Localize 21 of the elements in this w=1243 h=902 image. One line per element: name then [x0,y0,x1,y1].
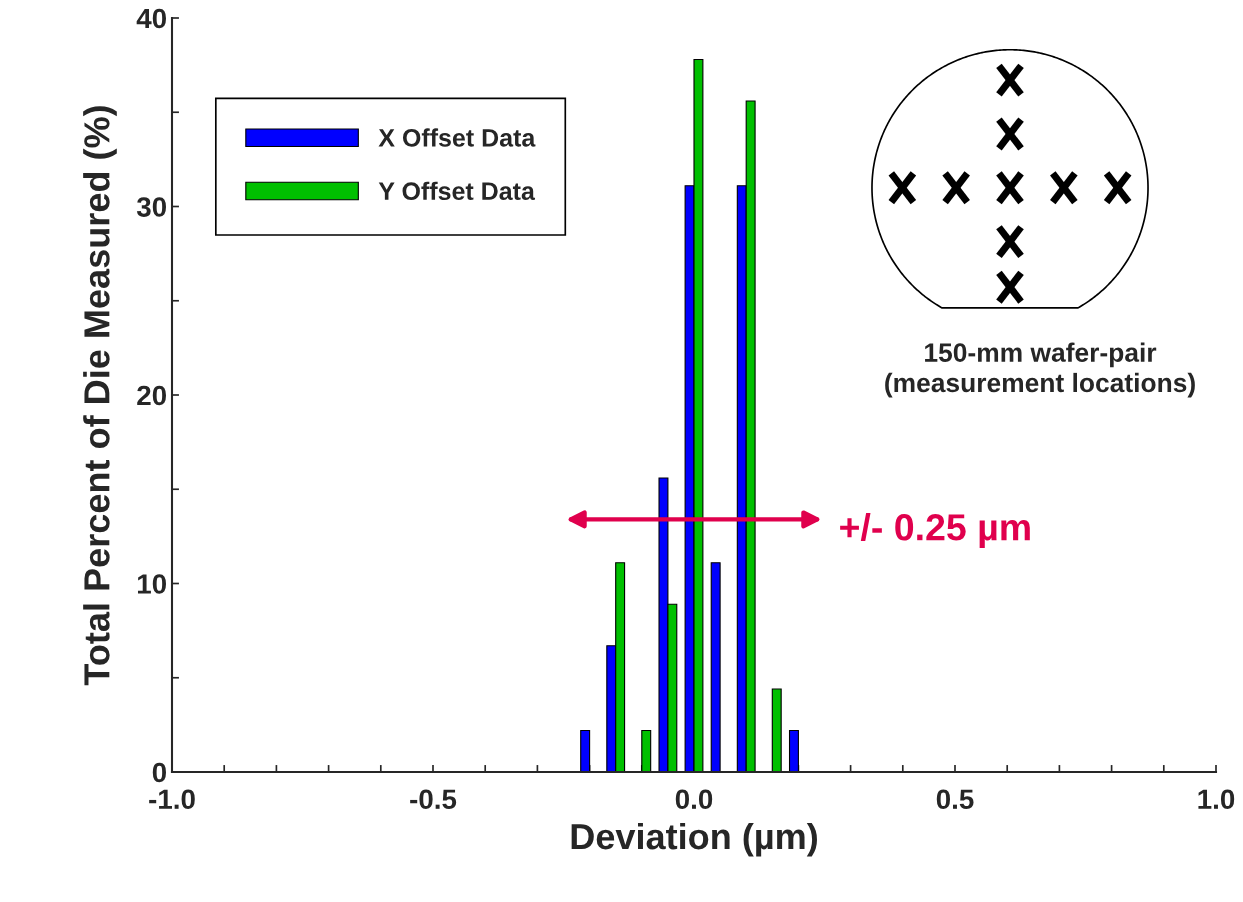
y-tick-label: 40 [136,8,166,29]
annotation: +/- 0.25 µm [840,513,1030,549]
annotation: 150-mm wafer-pair (measurement locations) [885,342,1195,398]
y-tick-label: 10 [137,574,166,594]
y-tick-label: 20 [137,385,166,406]
x-tick-label: -1.0 [149,789,195,810]
y-axis-title: Total Percent of Die Measured (%) [83,106,117,686]
x-tick-label: 0.0 [675,789,713,810]
x-tick-label: 1.0 [1198,789,1235,810]
bar [771,688,782,772]
y-tick-label: 30 [136,197,166,217]
x-axis-title: Deviation (µm) [571,822,817,857]
bar [788,729,799,772]
x-tick-label: -0.5 [410,789,457,810]
x-tick-label: 0.5 [936,789,974,810]
bar [641,729,652,772]
legend-label: Y Offset Data [378,181,536,201]
bar [580,729,591,772]
bar [710,562,721,772]
legend-label: X Offset Data [378,128,536,147]
y-tick-label: 0 [152,762,166,783]
